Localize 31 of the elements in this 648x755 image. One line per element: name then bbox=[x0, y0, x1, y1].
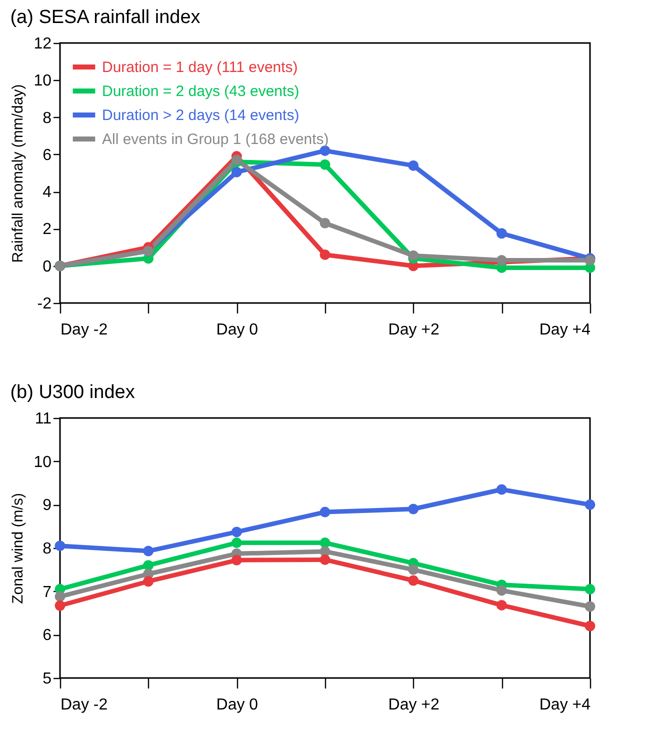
y-tick-label: 12 bbox=[34, 36, 52, 52]
x-tick-label: Day 0 bbox=[216, 696, 258, 714]
legend-label: All events in Group 1 (168 events) bbox=[102, 131, 329, 148]
y-tick-label: 6 bbox=[42, 627, 52, 644]
chart-title: (a) SESA rainfall index bbox=[10, 7, 201, 28]
legend-label: Duration = 2 days (43 events) bbox=[102, 83, 300, 100]
x-tick-label: Day -2 bbox=[60, 696, 108, 714]
y-tick-label: 0 bbox=[42, 258, 52, 276]
x-tick-label: Day +4 bbox=[539, 696, 591, 714]
y-tick-label: 10 bbox=[34, 72, 52, 90]
y-tick-label: 9 bbox=[42, 497, 52, 514]
x-tick-label: Day +2 bbox=[388, 322, 440, 338]
y-tick-label: 4 bbox=[42, 184, 52, 202]
y-tick-label: 8 bbox=[42, 540, 52, 558]
y-tick-label: 8 bbox=[42, 110, 52, 127]
y-tick-label: 11 bbox=[34, 410, 52, 428]
x-tick-label: Day +2 bbox=[388, 696, 440, 714]
chart-title: (b) U300 index bbox=[10, 382, 136, 403]
y-tick-label: -2 bbox=[37, 296, 52, 312]
legend-label: Duration = 1 day (111 events) bbox=[102, 59, 298, 76]
y-tick-label: 2 bbox=[42, 221, 52, 238]
y-tick-label: 6 bbox=[42, 146, 52, 164]
y-tick-label: 5 bbox=[42, 670, 52, 688]
x-tick-label: Day -2 bbox=[60, 322, 108, 338]
y-tick-label: 10 bbox=[34, 454, 52, 471]
y-tick-label: 7 bbox=[42, 584, 52, 601]
y-axis-title: Zonal wind (m/s) bbox=[10, 493, 27, 604]
legend-label: Duration > 2 days (14 events) bbox=[102, 107, 300, 124]
x-tick-label: Day 0 bbox=[216, 322, 258, 338]
y-axis-title: Rainfall anomaly (mm/day) bbox=[10, 84, 27, 263]
x-tick-label: Day +4 bbox=[539, 322, 591, 338]
